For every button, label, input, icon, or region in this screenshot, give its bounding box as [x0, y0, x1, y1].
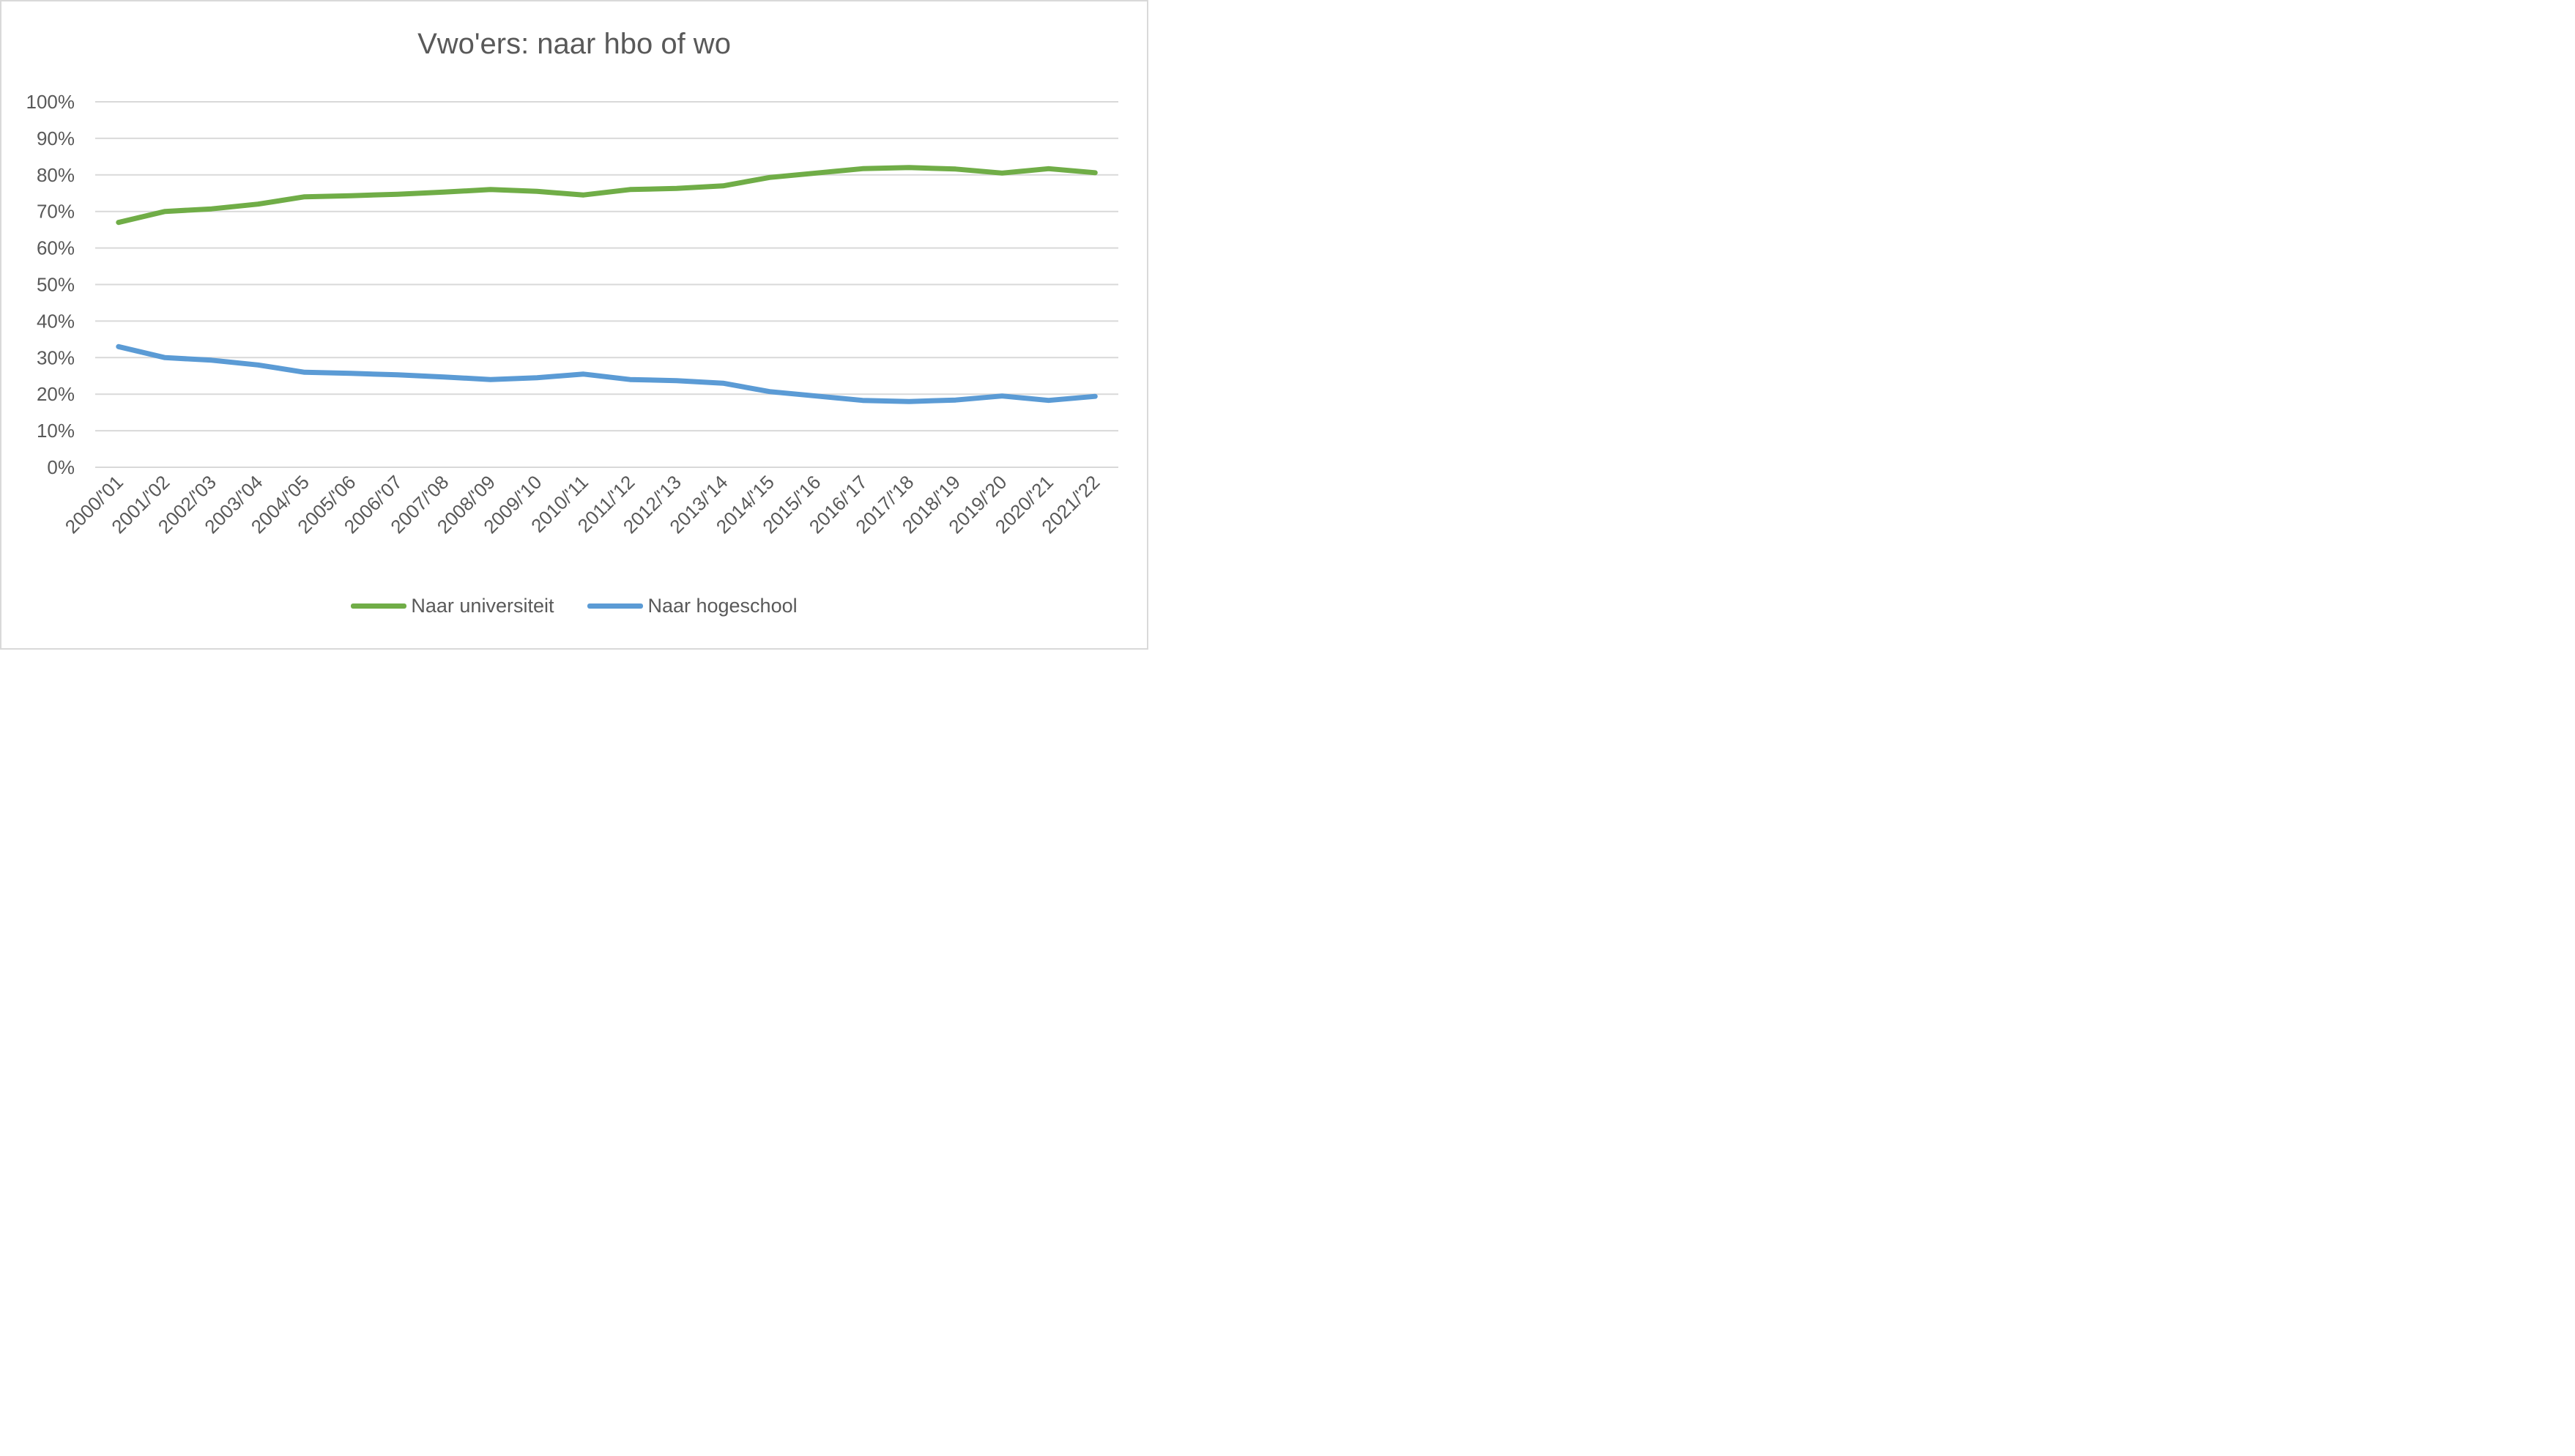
- legend-label: Naar hogeschool: [647, 595, 798, 617]
- chart-frame: [0, 0, 1148, 650]
- plot-area: 0%10%20%30%40%50%60%70%80%90%100%2000/'0…: [26, 91, 1118, 538]
- y-tick-label: 40%: [37, 310, 75, 332]
- legend-line-icon: [587, 603, 644, 609]
- legend-item-universiteit: Naar universiteit: [351, 595, 554, 617]
- y-tick-label: 50%: [37, 274, 75, 296]
- series-line: [116, 165, 1098, 226]
- y-tick-label: 70%: [37, 201, 75, 223]
- y-tick-label: 20%: [37, 383, 75, 405]
- y-tick-label: 100%: [26, 91, 75, 113]
- y-tick-label: 0%: [47, 456, 75, 478]
- y-tick-label: 80%: [37, 164, 75, 186]
- legend: Naar universiteit Naar hogeschool: [0, 595, 1148, 617]
- series-line: [116, 343, 1098, 404]
- y-tick-label: 90%: [37, 127, 75, 149]
- y-tick-label: 30%: [37, 346, 75, 368]
- y-tick-label: 10%: [37, 420, 75, 442]
- chart-title: Vwo'ers: naar hbo of wo: [417, 28, 731, 60]
- legend-item-hogeschool: Naar hogeschool: [587, 595, 798, 617]
- y-tick-label: 60%: [37, 237, 75, 259]
- legend-label: Naar universiteit: [411, 595, 554, 617]
- legend-line-icon: [351, 603, 407, 609]
